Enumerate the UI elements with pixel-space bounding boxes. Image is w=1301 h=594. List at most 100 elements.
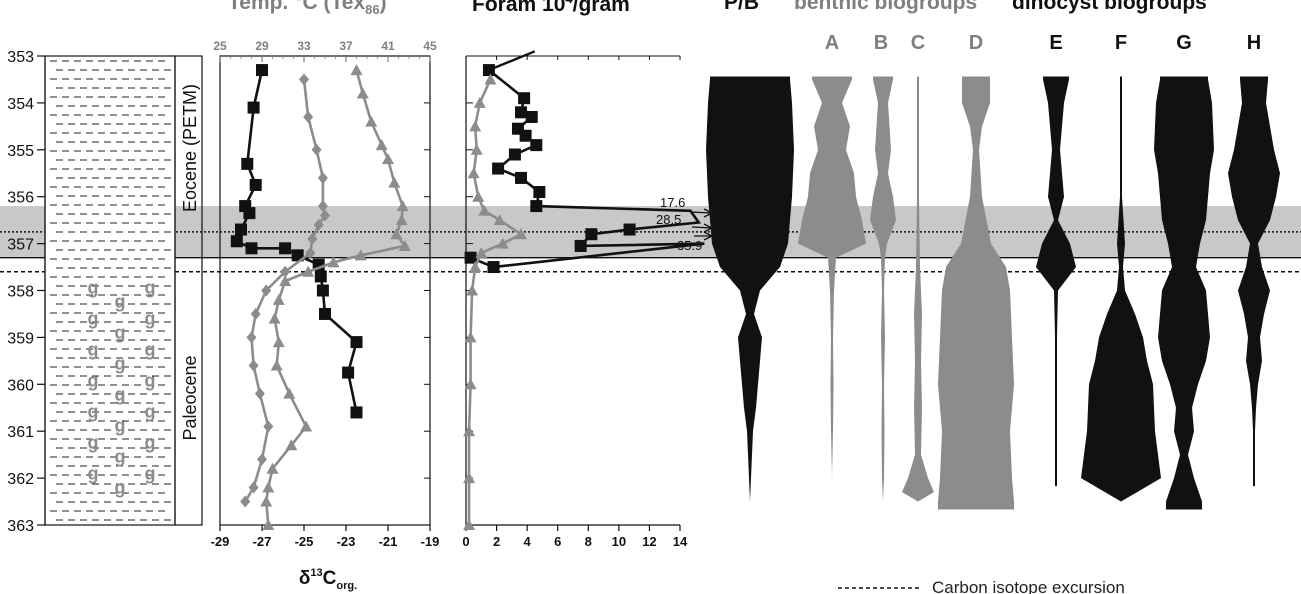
dinocyst-header: dinocyst biogroups: [1012, 0, 1207, 14]
depth-tick-label: 358: [7, 284, 34, 301]
data-point: [307, 232, 318, 245]
lithology-column: [44, 55, 176, 526]
data-point: [342, 366, 355, 379]
data-point: [248, 359, 259, 372]
kite-a: [798, 76, 866, 487]
data-point: [508, 148, 521, 161]
data-point: [262, 519, 275, 530]
annotation-17-6: 17.6: [660, 195, 685, 210]
data-point: [246, 331, 257, 344]
data-point: [350, 406, 363, 419]
data-point: [472, 190, 485, 202]
data-point: [230, 235, 243, 248]
data-point: [469, 120, 482, 132]
foram-tick-label: 4: [524, 534, 532, 549]
data-point: [496, 237, 509, 249]
temp-tick-label: 33: [297, 39, 311, 53]
group-letter-f: F: [1115, 32, 1127, 54]
depth-tick-label: 361: [7, 424, 34, 441]
data-point: [305, 246, 316, 259]
data-point: [382, 153, 394, 165]
glauconite-mark: g: [115, 292, 126, 312]
foram-tick-label: 14: [673, 534, 688, 549]
foram-tick-label: 2: [493, 534, 500, 549]
foram-tick-label: 10: [612, 534, 626, 549]
kite-d: [938, 76, 1014, 510]
temp-tick-label: 41: [381, 39, 395, 53]
data-point: [241, 157, 254, 170]
d13c-tick-label: -23: [337, 534, 356, 549]
group-letter-b: B: [874, 32, 888, 54]
d13c-axis: -29 -27 -25 -23 -21 -19: [211, 525, 439, 549]
d13c-tick-label: -29: [211, 534, 230, 549]
d13c-tick-label: -25: [295, 534, 314, 549]
glauconite-mark: g: [88, 371, 99, 391]
data-point: [266, 462, 279, 474]
data-point: [272, 293, 285, 305]
data-point: [473, 96, 486, 108]
data-point: [519, 129, 532, 142]
series-2: [260, 64, 411, 530]
glauconite-mark: g: [88, 309, 99, 329]
glauconite-mark: g: [88, 402, 99, 422]
pb-header: P/B: [724, 0, 760, 14]
data-point: [464, 378, 477, 390]
data-point: [492, 162, 505, 175]
data-point: [280, 265, 291, 278]
depth-tick-label: 354: [7, 96, 34, 113]
foram-annotations: 17.6 28.5 35.9: [656, 195, 714, 253]
kite-f: [1081, 76, 1161, 510]
temp-tick-label: 37: [339, 39, 353, 53]
depth-tick-label: 353: [7, 49, 34, 66]
glauconite-mark: g: [145, 278, 156, 298]
series-line: [264, 69, 408, 526]
data-point: [302, 265, 315, 277]
data-point: [256, 64, 268, 77]
foram-tick-label: 0: [462, 534, 469, 549]
data-point: [574, 239, 587, 252]
data-point: [250, 307, 261, 320]
data-point: [395, 214, 408, 226]
data-point: [257, 453, 267, 466]
data-point: [388, 176, 401, 188]
data-point: [327, 256, 340, 268]
data-point: [515, 228, 528, 240]
data-point: [243, 207, 256, 220]
series-0: [230, 64, 363, 419]
data-point: [291, 249, 304, 262]
annotation-35-9: 35.9: [677, 238, 702, 253]
data-point: [530, 139, 543, 152]
kite-g: [1154, 76, 1214, 510]
kite-c: [902, 76, 934, 510]
data-point: [245, 242, 258, 255]
data-point: [525, 110, 538, 123]
data-point: [254, 387, 265, 400]
glauconite-mark: g: [145, 340, 156, 360]
temp-tick-label: 45: [423, 39, 437, 53]
data-point: [314, 270, 327, 283]
series-1: [240, 73, 330, 508]
temp-tick-label: 29: [255, 39, 269, 53]
data-point: [623, 223, 636, 236]
data-point: [493, 214, 506, 226]
group-letter-a: A: [825, 32, 839, 54]
glauconite-mark: g: [115, 354, 126, 374]
glauconite-mark: g: [115, 385, 126, 405]
data-point: [248, 481, 259, 494]
glauconite-mark: g: [145, 402, 156, 422]
data-point: [262, 481, 275, 493]
d13c-axis-title: δ13Corg.: [299, 567, 357, 592]
data-point: [356, 87, 369, 99]
data-point: [375, 139, 388, 151]
data-point: [235, 223, 247, 236]
glauconite-mark: g: [145, 309, 156, 329]
depth-tick-label: 362: [7, 471, 34, 488]
data-point: [463, 472, 476, 484]
data-point: [263, 420, 274, 433]
depth-tick-label: 360: [7, 377, 34, 394]
foram-tick-label: 8: [585, 534, 592, 549]
data-point: [311, 143, 322, 156]
data-point: [300, 420, 313, 432]
data-point: [272, 336, 285, 348]
